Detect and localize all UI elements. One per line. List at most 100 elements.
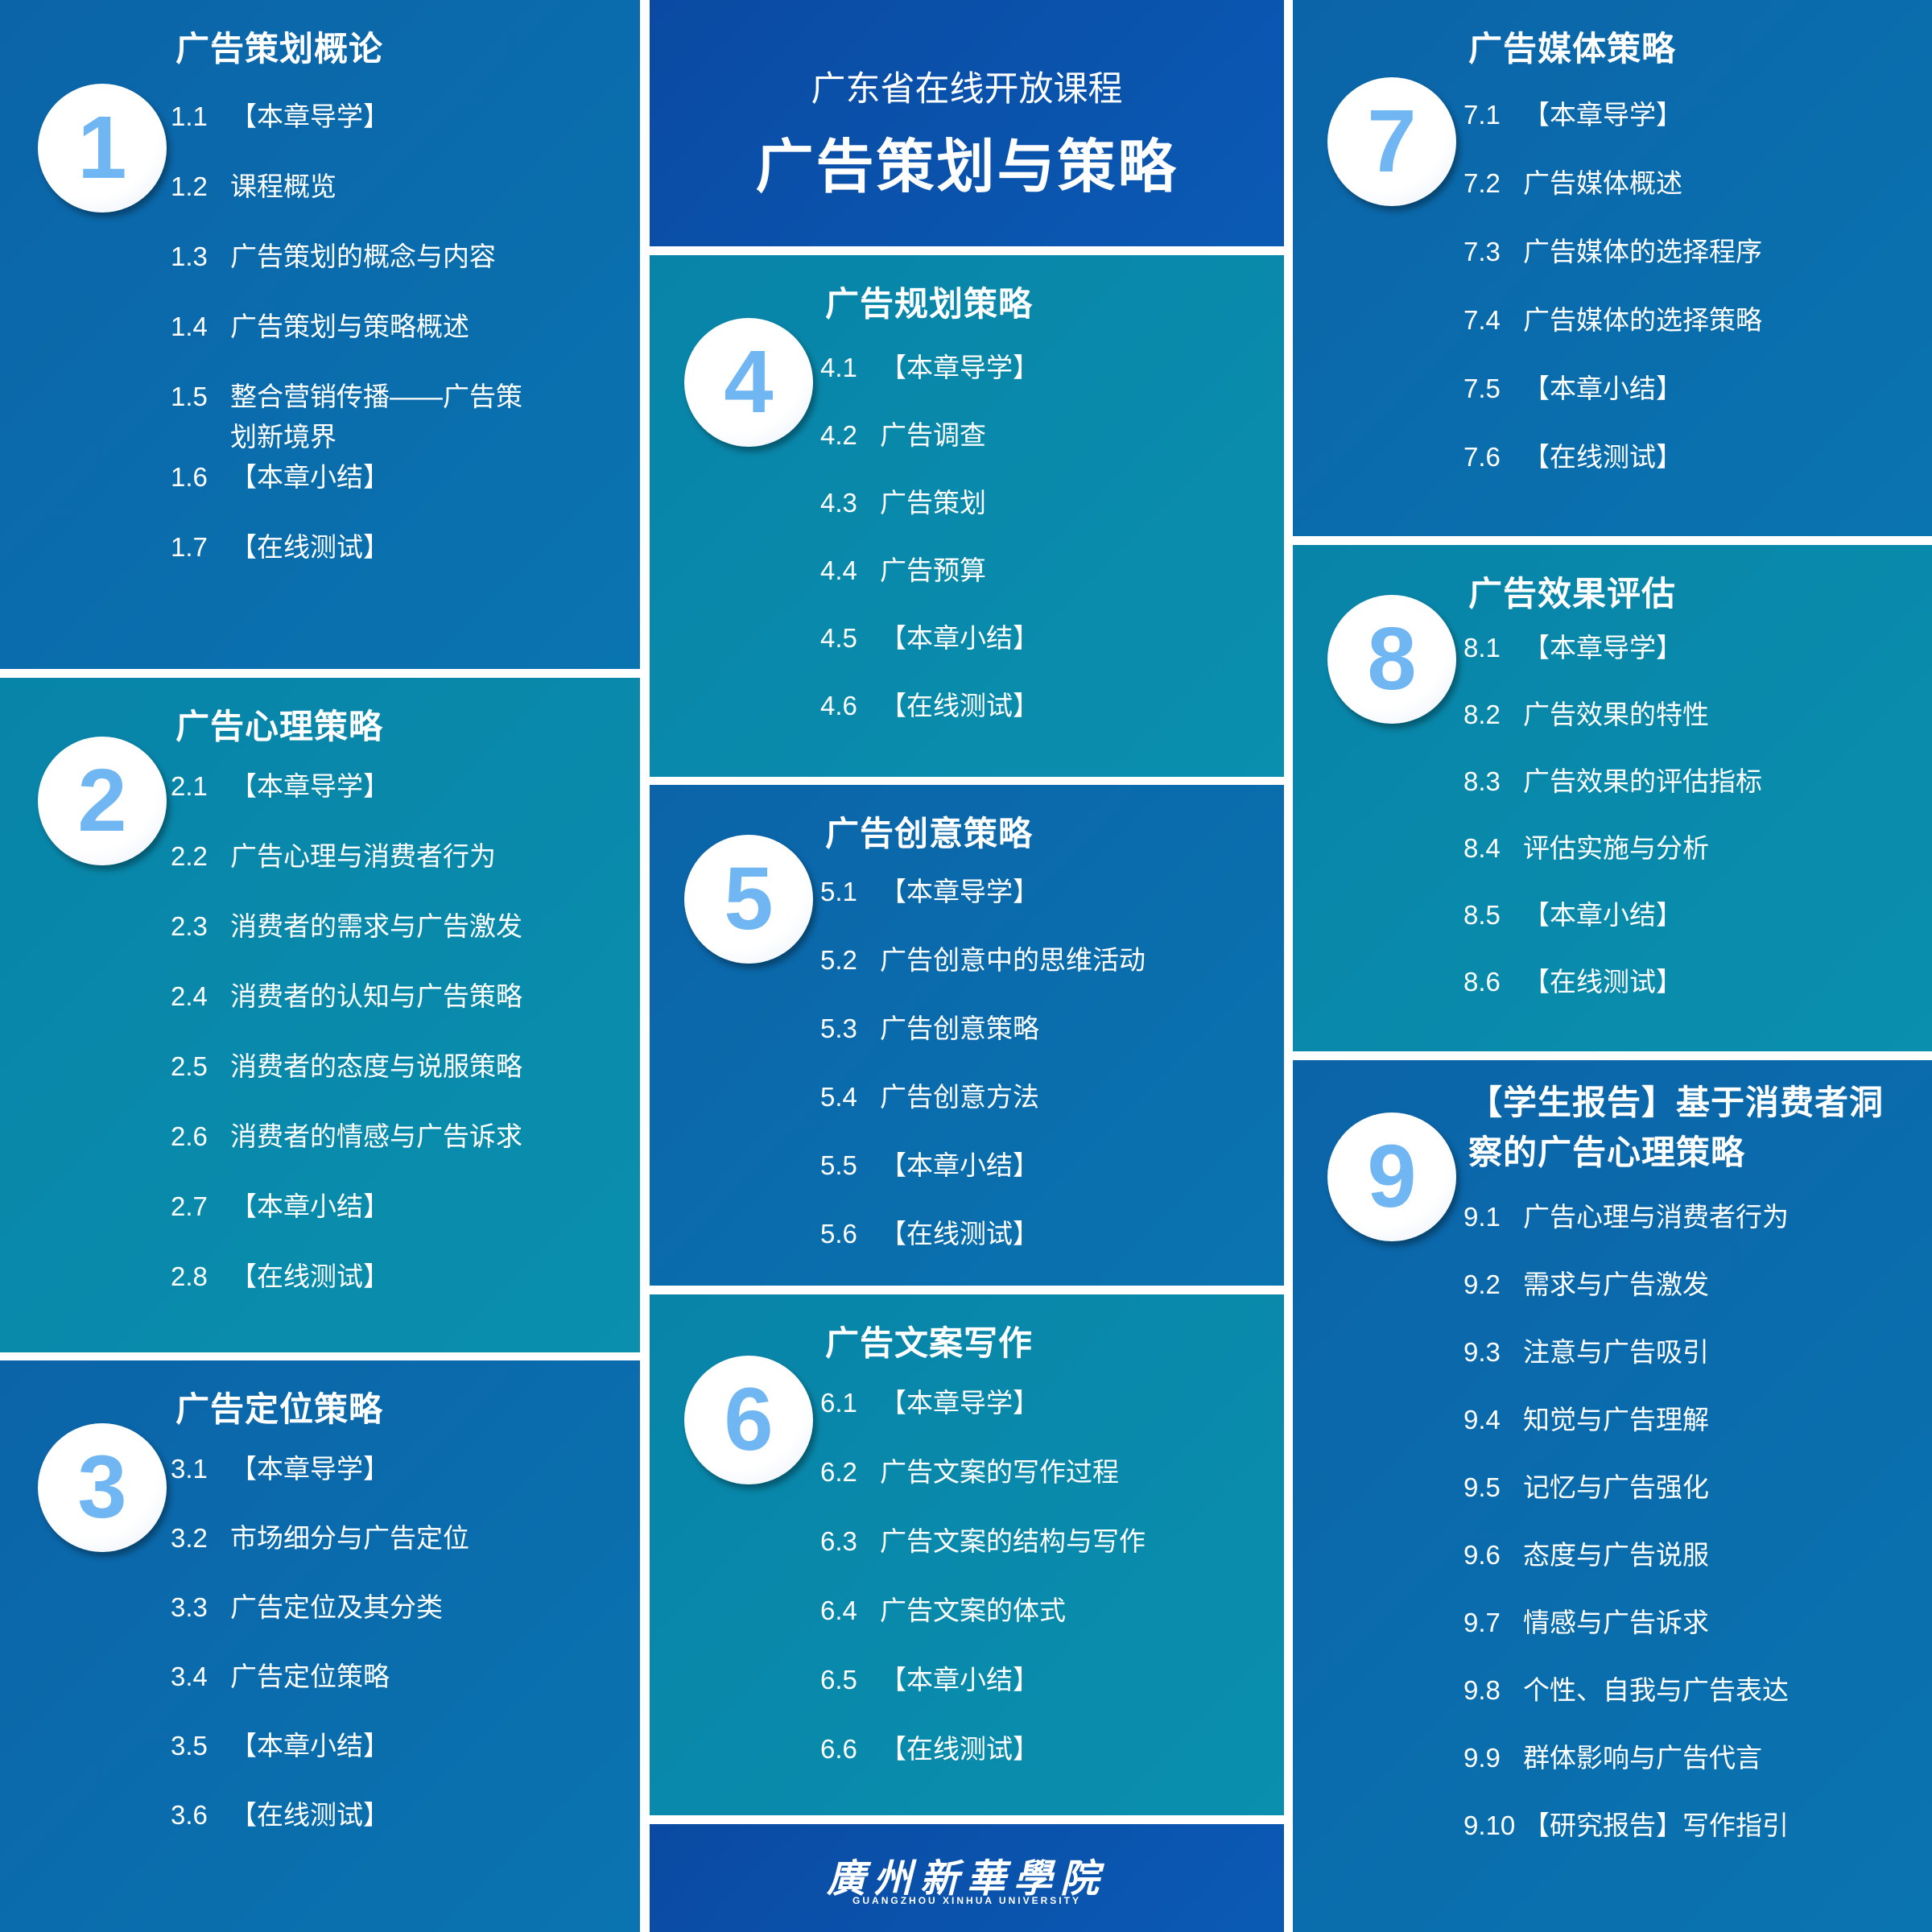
- chapter-title: 广告文案写作: [825, 1324, 1034, 1362]
- lesson-number: 7.2: [1463, 168, 1501, 198]
- lesson-text: 市场细分与广告定位: [230, 1523, 469, 1553]
- lesson-text: 广告定位及其分类: [230, 1592, 443, 1622]
- lesson-text: 广告定位策略: [230, 1662, 390, 1691]
- lesson-number: 2.6: [171, 1121, 208, 1151]
- lesson-text: 【研究报告】写作指引: [1523, 1810, 1789, 1840]
- lesson-number: 4.3: [820, 488, 857, 518]
- lesson-item: 3.4 广告定位策略: [171, 1657, 533, 1726]
- lesson-text: 广告创意策略: [880, 1013, 1039, 1043]
- lesson-number: 1.3: [171, 242, 208, 271]
- lesson-item: 3.3 广告定位及其分类: [171, 1587, 533, 1657]
- lesson-item: 1.4 广告策划与策略概述: [171, 307, 533, 377]
- lesson-number: 1.4: [171, 312, 208, 341]
- lesson-number: 9.1: [1463, 1202, 1501, 1232]
- lesson-text: 评估实施与分析: [1523, 833, 1709, 863]
- lesson-item: 2.3 消费者的需求与广告激发: [171, 906, 533, 976]
- chapter-number: 6: [684, 1356, 813, 1484]
- lesson-text: 广告媒体概述: [1523, 168, 1682, 198]
- course-title: 广告策划与策略: [755, 135, 1179, 200]
- lesson-text: 广告文案的写作过程: [880, 1457, 1119, 1487]
- lesson-item: 2.2 广告心理与消费者行为: [171, 836, 533, 906]
- lesson-text: 【本章导学】: [1523, 100, 1682, 130]
- lesson-text: 记忆与广告强化: [1523, 1472, 1709, 1502]
- lesson-number: 4.6: [820, 691, 857, 720]
- lesson-text: 【本章小结】: [880, 623, 1039, 653]
- lesson-number: 5.4: [820, 1082, 857, 1112]
- lesson-item: 3.2 市场细分与广告定位: [171, 1518, 533, 1587]
- lesson-text: 【在线测试】: [1523, 442, 1682, 472]
- chapter-title: 广告效果评估: [1468, 575, 1677, 613]
- lesson-item: 5.5 【本章小结】: [820, 1146, 1183, 1214]
- lesson-item: 7.5 【本章小结】: [1463, 369, 1826, 437]
- lesson-number: 3.5: [171, 1731, 208, 1761]
- chapter-title: 广告规划策略: [825, 285, 1034, 323]
- lesson-item: 7.1 【本章导学】: [1463, 95, 1826, 163]
- lesson-list: 9.1 广告心理与消费者行为 9.2 需求与广告激发 9.3 注意与广告吸引 9.4 知觉与广…: [1463, 1197, 1826, 1873]
- lesson-number: 3.1: [171, 1454, 208, 1484]
- lesson-number: 3.3: [171, 1592, 208, 1622]
- lesson-text: 群体影响与广告代言: [1523, 1743, 1762, 1773]
- lesson-number: 9.9: [1463, 1743, 1501, 1773]
- lesson-number: 9.4: [1463, 1405, 1501, 1435]
- lesson-number: 1.1: [171, 101, 208, 131]
- lesson-number: 2.2: [171, 841, 208, 871]
- lesson-text: 广告心理与消费者行为: [1523, 1202, 1789, 1232]
- lesson-item: 1.5 整合营销传播——广告策划新境界: [171, 377, 533, 457]
- chapter-number: 7: [1327, 77, 1456, 206]
- lesson-number: 5.3: [820, 1013, 857, 1043]
- chapter-number: 4: [684, 318, 813, 447]
- chapter-panel: 广告效果评估 8 8.1 【本章导学】 8.2 广告效果的特性 8.3 广告效果的评估指标 8.…: [1293, 545, 1932, 1051]
- lesson-item: 7.3 广告媒体的选择程序: [1463, 232, 1826, 300]
- lesson-item: 9.4 知觉与广告理解: [1463, 1400, 1826, 1468]
- lesson-list: 5.1 【本章导学】 5.2 广告创意中的思维活动 5.3 广告创意策略 5.4 广告创意方法…: [820, 872, 1183, 1282]
- chapter-panel: 广告规划策略 4 4.1 【本章导学】 4.2 广告调查 4.3 广告策划 4.4 广告预算 4.5…: [650, 255, 1284, 777]
- lesson-number: 2.8: [171, 1261, 208, 1291]
- header-panel: 广东省在线开放课程 广告策划与策略: [650, 0, 1284, 246]
- lesson-number: 9.2: [1463, 1269, 1501, 1299]
- lesson-number: 9.6: [1463, 1540, 1501, 1570]
- chapter-panel: 广告心理策略 2 2.1 【本章导学】 2.2 广告心理与消费者行为 2.3 消费者的需求与广…: [0, 678, 640, 1352]
- lesson-item: 1.1 【本章导学】: [171, 97, 533, 167]
- lesson-item: 7.6 【在线测试】: [1463, 437, 1826, 506]
- chapter-number: 8: [1327, 595, 1456, 724]
- lesson-item: 9.7 情感与广告诉求: [1463, 1603, 1826, 1670]
- chapter-title: 广告定位策略: [175, 1390, 384, 1428]
- lesson-item: 8.3 广告效果的评估指标: [1463, 762, 1826, 828]
- lesson-text: 个性、自我与广告表达: [1523, 1675, 1789, 1705]
- lesson-text: 【本章小结】: [880, 1150, 1039, 1180]
- lesson-item: 5.6 【在线测试】: [820, 1214, 1183, 1282]
- lesson-number: 7.5: [1463, 374, 1501, 403]
- lesson-item: 5.2 广告创意中的思维活动: [820, 940, 1183, 1009]
- lesson-item: 1.6 【本章小结】: [171, 457, 533, 527]
- lesson-item: 2.4 消费者的认知与广告策略: [171, 976, 533, 1046]
- lesson-text: 【本章小结】: [1523, 374, 1682, 403]
- lesson-number: 3.6: [171, 1800, 208, 1830]
- lesson-item: 9.8 个性、自我与广告表达: [1463, 1670, 1826, 1738]
- lesson-item: 9.2 需求与广告激发: [1463, 1265, 1826, 1332]
- lesson-item: 8.4 评估实施与分析: [1463, 828, 1826, 895]
- lesson-number: 1.6: [171, 462, 208, 492]
- lesson-text: 【在线测试】: [880, 1219, 1039, 1249]
- lesson-item: 8.5 【本章小结】: [1463, 895, 1826, 962]
- lesson-item: 6.1 【本章导学】: [820, 1383, 1183, 1452]
- lesson-list: 4.1 【本章导学】 4.2 广告调查 4.3 广告策划 4.4 广告预算 4.5 【本章小结】 4…: [820, 348, 1183, 753]
- lesson-number: 9.5: [1463, 1472, 1501, 1502]
- lesson-number: 5.6: [820, 1219, 857, 1249]
- lesson-item: 1.3 广告策划的概念与内容: [171, 237, 533, 307]
- lesson-number: 2.3: [171, 911, 208, 941]
- lesson-text: 【在线测试】: [880, 691, 1039, 720]
- lesson-item: 3.1 【本章导学】: [171, 1449, 533, 1518]
- lesson-text: 态度与广告说服: [1523, 1540, 1709, 1570]
- lesson-number: 9.10: [1463, 1810, 1516, 1840]
- lesson-item: 2.1 【本章导学】: [171, 766, 533, 836]
- lesson-number: 2.4: [171, 981, 208, 1011]
- lesson-number: 4.5: [820, 623, 857, 653]
- lesson-number: 5.1: [820, 877, 857, 906]
- chapter-number: 2: [38, 737, 167, 865]
- lesson-number: 4.4: [820, 555, 857, 585]
- chapter-panel: 广告定位策略 3 3.1 【本章导学】 3.2 市场细分与广告定位 3.3 广告定位及其分类 3…: [0, 1360, 640, 1932]
- chapter-title: 【学生报告】基于消费者洞察的广告心理策略: [1468, 1084, 1885, 1171]
- lesson-text: 【在线测试】: [1523, 967, 1682, 997]
- lesson-number: 6.6: [820, 1734, 857, 1764]
